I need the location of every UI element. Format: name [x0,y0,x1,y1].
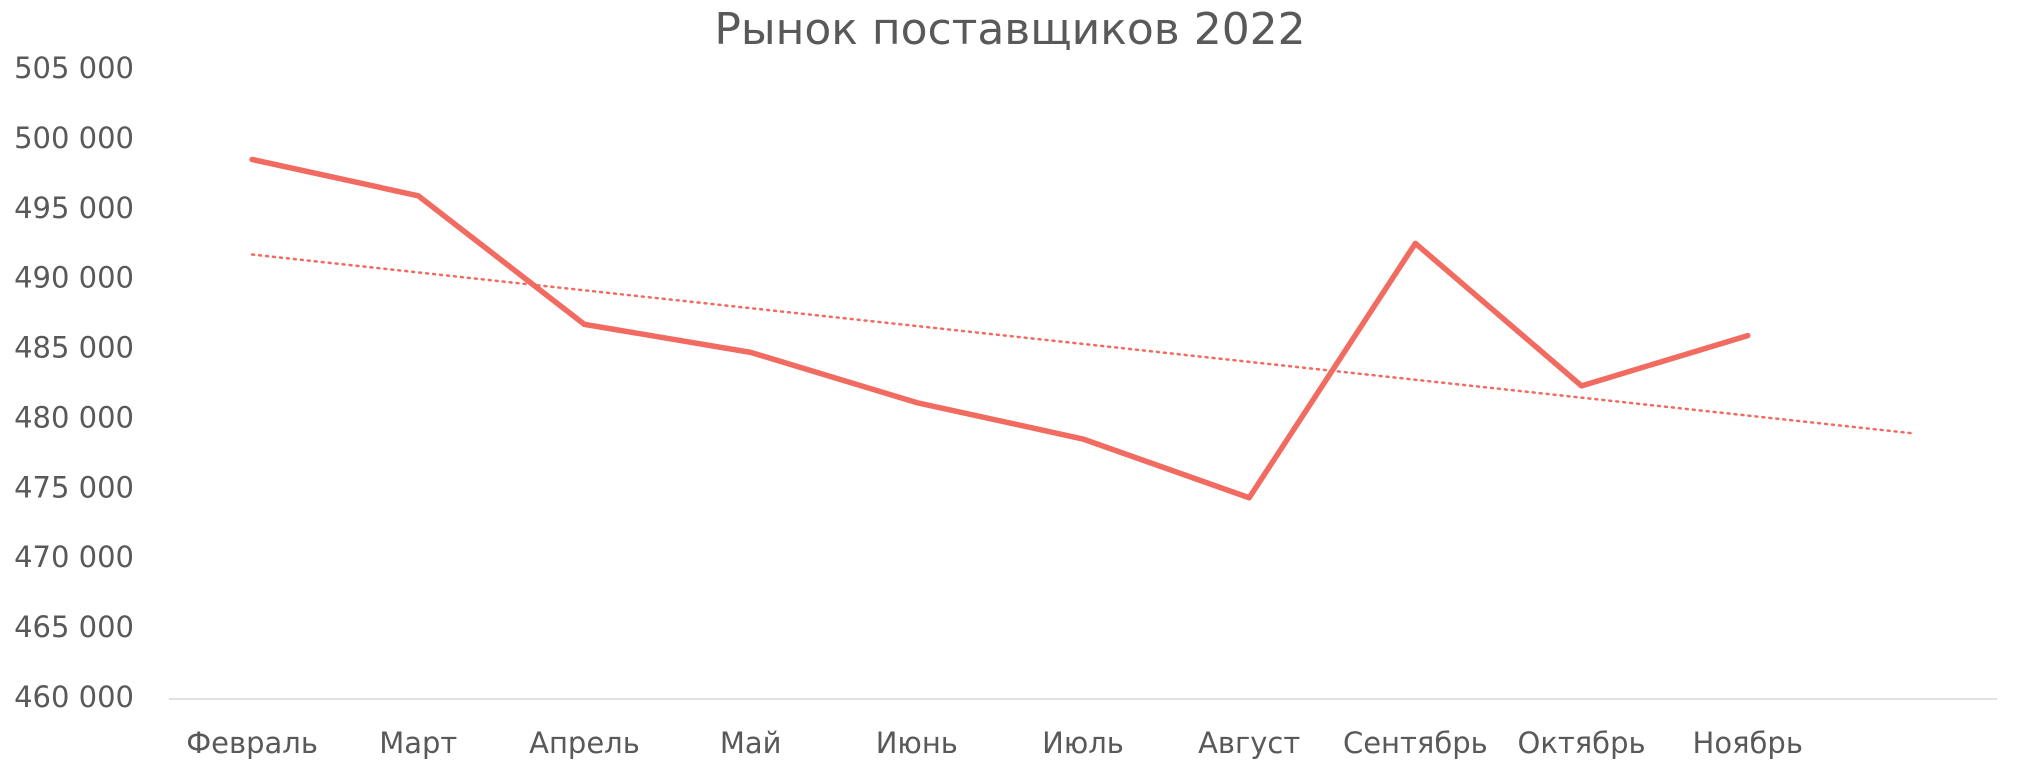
x-tick-label: Апрель [529,726,640,760]
line-series [249,156,1751,501]
y-tick-label: 475 000 [14,470,134,504]
x-tick-label: Октябрь [1518,726,1646,760]
y-tick-label: 505 000 [14,51,134,85]
y-tick-label: 460 000 [14,680,134,714]
y-tick-label: 470 000 [14,540,134,574]
y-tick-label: 465 000 [14,610,134,644]
x-tick-label: Ноябрь [1693,726,1803,760]
y-tick-label: 495 000 [14,191,134,225]
y-tick-label: 500 000 [14,121,134,155]
x-tick-label: Август [1198,726,1300,760]
x-tick-label: Февраль [186,726,318,760]
x-tick-label: Сентябрь [1343,726,1488,760]
y-tick-label: 480 000 [14,400,134,434]
chart-title: Рынок поставщиков 2022 [714,4,1305,55]
trendline [250,253,1916,435]
x-tick-label: Июнь [876,726,958,760]
x-tick-label: Май [720,726,782,760]
x-tick-label: Март [379,726,457,760]
x-tick-label: Июль [1042,726,1124,760]
y-tick-label: 490 000 [14,261,134,295]
y-tick-label: 485 000 [14,331,134,365]
